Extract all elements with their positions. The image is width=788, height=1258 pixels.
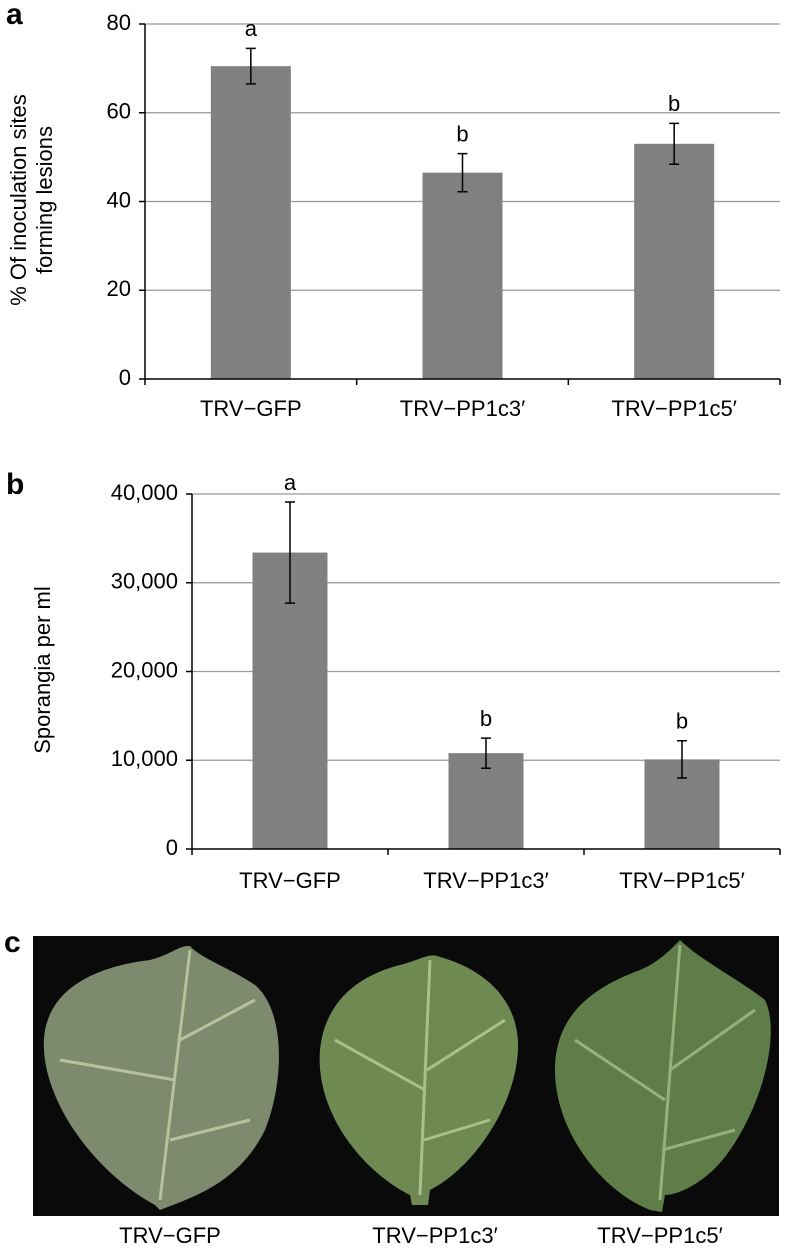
y-tick-label: 0	[166, 835, 178, 860]
y-tick-label: 20,000	[111, 657, 178, 682]
y-axis-label: % Of inoculation sites	[6, 94, 31, 306]
error-bar	[669, 122, 680, 165]
y-tick-label: 40	[107, 187, 131, 212]
y-tick-label: 60	[107, 99, 131, 124]
y-tick-label: 40,000	[111, 480, 178, 505]
x-tick-label: TRV−PP1c5′	[611, 396, 736, 421]
panel-label: b	[6, 468, 24, 501]
bar	[448, 753, 524, 849]
photo-label: TRV−GFP	[119, 1223, 221, 1248]
y-tick-label: 10,000	[111, 746, 178, 771]
leaf-photo	[33, 936, 779, 1216]
panel-label: c	[4, 926, 21, 959]
y-tick-label: 0	[119, 365, 131, 390]
significance-letter: b	[456, 121, 468, 146]
y-axis-label: Sporangia per ml	[30, 586, 55, 754]
bar	[634, 143, 715, 379]
x-tick-label: TRV−PP1c5′	[619, 868, 744, 893]
significance-letter: a	[284, 470, 297, 495]
y-tick-label: 80	[107, 10, 131, 35]
photo-label: TRV−PP1c3′	[372, 1223, 497, 1248]
x-tick-label: TRV−PP1c3′	[423, 868, 548, 893]
significance-letter: b	[480, 706, 492, 731]
error-bar	[457, 152, 468, 193]
error-bar	[677, 739, 687, 779]
significance-letter: b	[668, 91, 680, 116]
x-tick-label: TRV−GFP	[200, 396, 302, 421]
panel-label: a	[6, 0, 23, 31]
x-tick-label: TRV−PP1c3′	[400, 396, 525, 421]
significance-letter: b	[676, 709, 688, 734]
x-tick-label: TRV−GFP	[239, 868, 341, 893]
y-tick-label: 30,000	[111, 569, 178, 594]
bar	[422, 172, 503, 379]
error-bar	[481, 737, 491, 769]
photo-label: TRV−PP1c5′	[597, 1223, 722, 1248]
y-axis-label: forming lesions	[32, 126, 57, 274]
error-bar	[285, 501, 295, 604]
y-tick-label: 20	[107, 276, 131, 301]
bar	[210, 66, 291, 379]
error-bar	[245, 47, 256, 85]
significance-letter: a	[245, 16, 258, 41]
